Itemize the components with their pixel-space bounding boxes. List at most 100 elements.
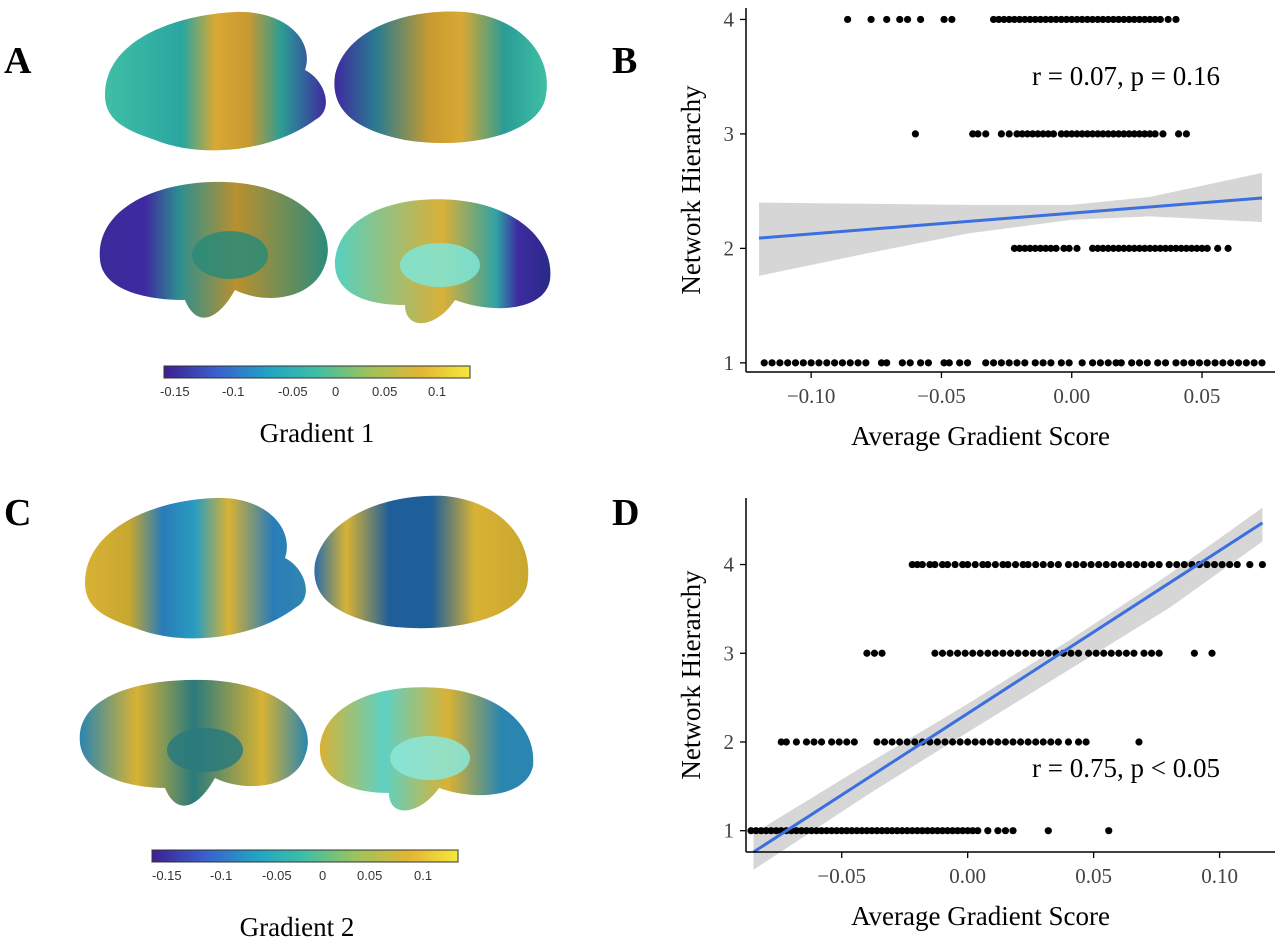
data-point xyxy=(1224,244,1232,252)
data-point xyxy=(873,827,881,835)
data-point xyxy=(969,130,977,138)
data-point xyxy=(776,359,784,367)
data-point xyxy=(1140,560,1148,569)
data-point xyxy=(1115,244,1123,252)
confidence-band xyxy=(759,172,1262,276)
data-point xyxy=(1203,560,1211,569)
data-point xyxy=(903,827,911,835)
data-point xyxy=(883,827,891,835)
cb1-tick: 0 xyxy=(332,384,340,399)
data-point xyxy=(1083,15,1091,24)
colorbar-gradient-2 xyxy=(151,849,459,863)
data-point xyxy=(994,827,1002,835)
data-point xyxy=(1005,359,1013,367)
data-point xyxy=(1146,15,1154,24)
data-point xyxy=(931,560,939,569)
data-point xyxy=(838,359,847,367)
data-point xyxy=(1182,130,1190,138)
data-point xyxy=(858,827,866,835)
data-point xyxy=(903,738,911,746)
data-point xyxy=(1019,560,1027,569)
data-point xyxy=(1190,649,1198,657)
data-point xyxy=(1004,560,1012,569)
data-point xyxy=(1032,560,1040,569)
data-point xyxy=(1016,15,1024,24)
data-point xyxy=(1135,15,1144,24)
data-point xyxy=(911,738,919,746)
data-point xyxy=(948,738,957,746)
cb2-tick: 0.05 xyxy=(357,868,383,883)
data-point xyxy=(1109,15,1118,24)
data-point xyxy=(1117,560,1125,569)
data-point xyxy=(1105,827,1113,835)
y-tick-label: 1 xyxy=(724,351,735,375)
data-point xyxy=(1005,15,1013,24)
data-point xyxy=(898,359,906,367)
data-point xyxy=(948,827,957,835)
data-point xyxy=(991,649,999,657)
data-point xyxy=(757,827,765,835)
panel-label-d: D xyxy=(612,492,640,534)
data-point xyxy=(1021,359,1029,367)
data-point xyxy=(1099,15,1107,24)
data-point xyxy=(1135,130,1144,138)
data-point xyxy=(963,359,972,367)
data-point xyxy=(961,649,969,657)
data-point xyxy=(1174,130,1183,138)
data-point xyxy=(1009,827,1017,835)
data-point xyxy=(1109,130,1118,138)
data-point xyxy=(1042,244,1050,252)
data-point xyxy=(1135,359,1144,367)
data-point xyxy=(1125,244,1133,252)
data-point xyxy=(877,359,886,367)
data-point xyxy=(767,827,775,835)
data-point xyxy=(1234,359,1243,367)
data-point xyxy=(1044,130,1052,138)
data-point xyxy=(1010,15,1019,24)
cb1-tick: 0.05 xyxy=(372,384,398,399)
data-point xyxy=(943,560,952,569)
data-point xyxy=(948,15,956,24)
data-point xyxy=(954,827,962,835)
data-point xyxy=(772,827,780,835)
data-point xyxy=(1130,15,1138,24)
data-point xyxy=(1057,15,1065,24)
data-point xyxy=(1219,359,1227,367)
data-point xyxy=(883,359,891,367)
y-tick-label: 4 xyxy=(724,7,735,31)
data-point xyxy=(1128,359,1136,367)
data-point xyxy=(1167,244,1175,252)
data-point xyxy=(1172,244,1180,252)
data-point xyxy=(1227,359,1235,367)
data-point xyxy=(802,827,811,835)
data-point xyxy=(933,738,942,746)
data-point xyxy=(991,560,999,569)
data-point xyxy=(843,738,851,746)
cb1-tick: -0.15 xyxy=(160,384,190,399)
data-point xyxy=(1110,560,1118,569)
data-point xyxy=(823,827,831,835)
data-point xyxy=(906,359,914,367)
data-point xyxy=(1000,15,1008,24)
data-point xyxy=(1074,738,1083,746)
y-tick-label: 1 xyxy=(724,819,735,843)
data-point xyxy=(1065,359,1073,367)
data-point xyxy=(1165,560,1173,569)
data-point xyxy=(997,130,1005,138)
data-point xyxy=(1155,649,1163,657)
data-point xyxy=(1016,738,1025,746)
colorbar-gradient-1 xyxy=(163,365,471,379)
data-point xyxy=(940,15,948,24)
data-point xyxy=(1218,560,1226,569)
data-point xyxy=(946,649,954,657)
y-tick-label: 3 xyxy=(724,122,735,146)
data-point xyxy=(1242,359,1250,367)
panel-label-a: A xyxy=(4,40,32,82)
data-point xyxy=(984,560,992,569)
data-point xyxy=(1084,649,1093,657)
data-point xyxy=(941,738,949,746)
data-point xyxy=(964,560,972,569)
data-point xyxy=(1104,359,1112,367)
data-point xyxy=(752,827,760,835)
data-point xyxy=(1047,15,1055,24)
